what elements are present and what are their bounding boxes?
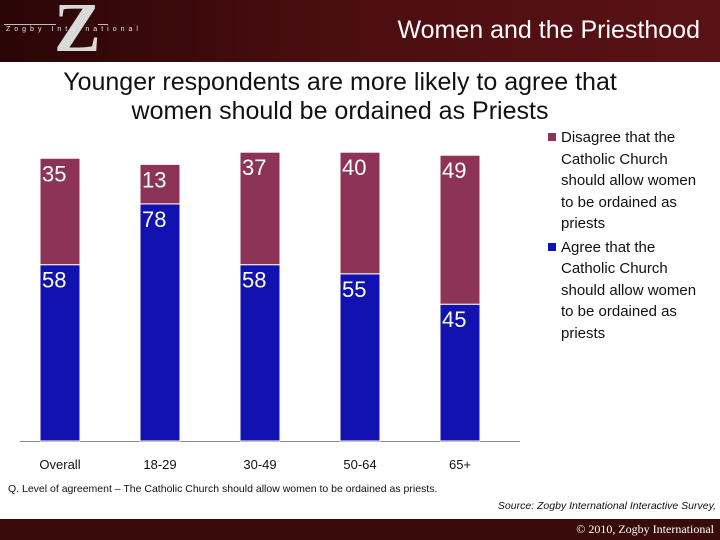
x-tick-label-0: Overall bbox=[39, 457, 80, 472]
data-label-disagree-1: 13 bbox=[142, 167, 166, 192]
x-tick-label-4: 65+ bbox=[449, 457, 471, 472]
legend-label-disagree: Disagree that the Catholic Church should… bbox=[561, 129, 697, 232]
logo-rule-right bbox=[98, 24, 108, 25]
bar-disagree-2 bbox=[239, 151, 281, 266]
logo-wordmark: Zogby International bbox=[6, 26, 142, 33]
data-label-agree-1: 78 bbox=[142, 207, 166, 232]
bar-disagree-1 bbox=[139, 163, 181, 205]
x-tick-label-1: 18-29 bbox=[143, 457, 176, 472]
data-label-disagree-2: 37 bbox=[242, 155, 266, 180]
copyright-text: © 2010, Zogby International bbox=[576, 522, 714, 536]
question-note: Q. Level of agreement – The Catholic Chu… bbox=[8, 483, 438, 495]
bar-agree-2 bbox=[239, 264, 281, 442]
bar-disagree-0 bbox=[39, 157, 81, 266]
data-label-agree-4: 45 bbox=[442, 307, 466, 332]
legend-swatch-agree bbox=[548, 242, 556, 251]
header-background bbox=[0, 0, 720, 62]
legend-item-disagree: Disagree that the Catholic Church should… bbox=[548, 127, 720, 235]
legend-label-agree: Agree that the Catholic Church should al… bbox=[561, 238, 697, 342]
data-label-disagree-3: 40 bbox=[342, 155, 366, 180]
bar-disagree-4 bbox=[439, 154, 481, 305]
data-label-disagree-4: 49 bbox=[442, 158, 466, 183]
bar-agree-0 bbox=[39, 264, 81, 442]
data-label-disagree-0: 35 bbox=[42, 161, 66, 186]
header-title: Women and the Priesthood bbox=[397, 16, 700, 44]
bar-agree-3 bbox=[339, 273, 381, 442]
source-note: Source: Zogby International Interactive … bbox=[497, 500, 716, 512]
chart-legend: Disagree that the Catholic Church should… bbox=[548, 127, 720, 346]
header-bar: Z Zogby International Women and the Prie… bbox=[0, 0, 720, 67]
logo-letter: Z bbox=[54, 0, 101, 67]
bar-agree-1 bbox=[139, 203, 181, 442]
chart-subtitle: Younger respondents are more likely to a… bbox=[63, 68, 617, 125]
data-label-agree-0: 58 bbox=[42, 268, 66, 293]
data-label-agree-3: 55 bbox=[342, 277, 366, 302]
bar-agree-4 bbox=[439, 303, 481, 442]
x-tick-label-2: 30-49 bbox=[243, 457, 276, 472]
legend-swatch-disagree bbox=[548, 133, 556, 141]
bar-disagree-3 bbox=[339, 151, 381, 275]
footer-bar: © 2010, Zogby International bbox=[0, 519, 720, 540]
legend-item-agree: Agree that the Catholic Church should al… bbox=[548, 237, 720, 345]
logo-rule-left bbox=[4, 24, 56, 25]
data-label-agree-2: 58 bbox=[242, 268, 266, 293]
x-tick-label-3: 50-64 bbox=[343, 457, 376, 472]
